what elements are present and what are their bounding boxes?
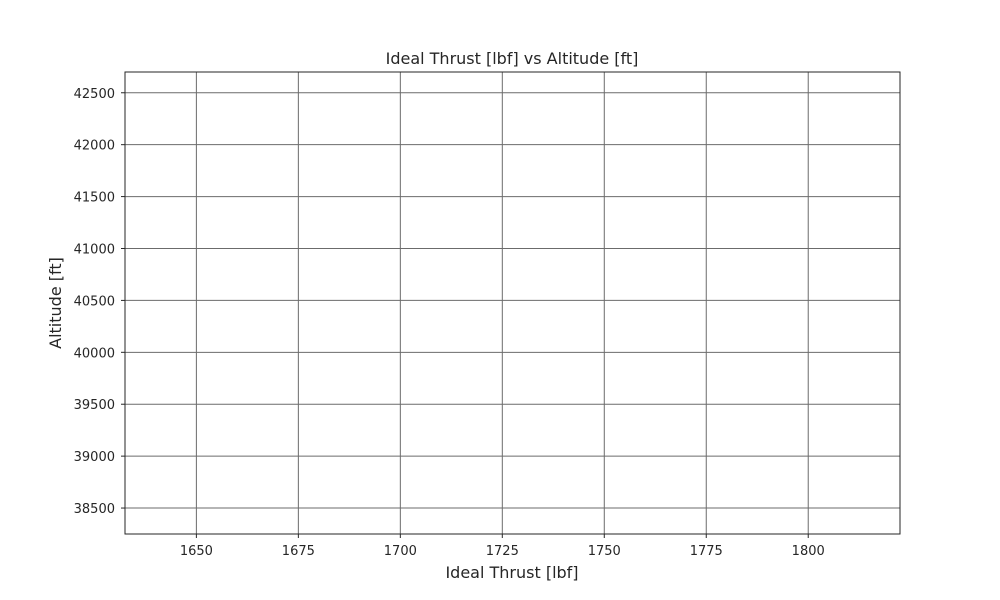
grid-layer [125, 72, 900, 534]
y-tick-label-42000: 42000 [74, 139, 115, 154]
x-tick-labels: 1650 1675 1700 1725 1750 1775 1800 [180, 544, 825, 559]
y-tick-label-40500: 40500 [74, 294, 115, 309]
x-tick-label-1775: 1775 [690, 544, 723, 559]
chart-title: Ideal Thrust [lbf] vs Altitude [ft] [386, 49, 639, 68]
y-tick-label-38500: 38500 [74, 502, 115, 517]
x-tick-label-1650: 1650 [180, 544, 213, 559]
tick-layer [121, 92, 809, 538]
y-tick-label-39000: 39000 [74, 450, 115, 465]
y-tick-label-41000: 41000 [74, 242, 115, 257]
plot-area-frame [124, 71, 901, 535]
x-tick-label-1750: 1750 [588, 544, 621, 559]
y-tick-label-42500: 42500 [74, 87, 115, 102]
x-tick-label-1725: 1725 [486, 544, 519, 559]
y-tick-label-40000: 40000 [74, 346, 115, 361]
y-tick-label-41500: 41500 [74, 191, 115, 206]
x-axis-label: Ideal Thrust [lbf] [445, 563, 578, 582]
y-tick-label-39500: 39500 [74, 398, 115, 413]
y-tick-labels: 38500 39000 39500 40000 40500 41000 41500 42000… [74, 87, 115, 517]
y-axis-label: Altitude [ft] [46, 257, 65, 349]
x-tick-label-1700: 1700 [384, 544, 417, 559]
x-tick-label-1675: 1675 [282, 544, 315, 559]
x-tick-label-1800: 1800 [792, 544, 825, 559]
